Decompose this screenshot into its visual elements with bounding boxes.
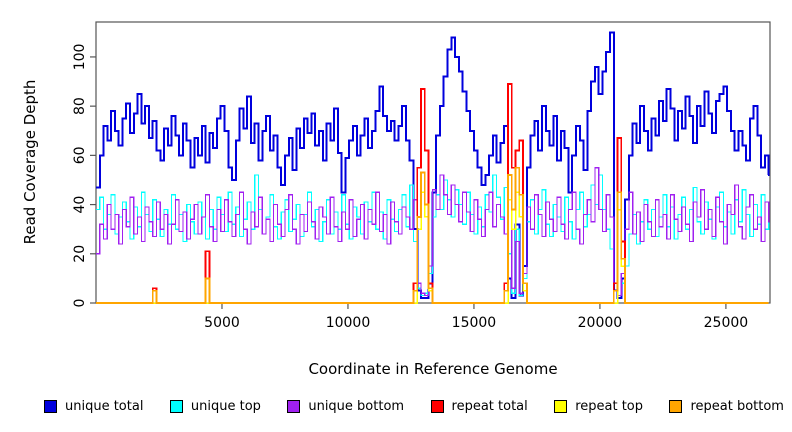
legend-item-unique-total: unique total <box>44 399 143 414</box>
y-tick-label: 80 <box>72 97 88 115</box>
x-axis-label: Coordinate in Reference Genome <box>308 360 558 378</box>
legend-swatch-unique-bottom-icon <box>287 400 301 413</box>
legend-swatch-repeat-total-icon <box>430 400 444 413</box>
legend-label-repeat-total: repeat total <box>451 399 528 414</box>
legend-label-unique-bottom: unique bottom <box>308 399 405 414</box>
legend-item-unique-bottom: unique bottom <box>287 399 404 414</box>
legend-swatch-unique-top-icon <box>169 400 183 413</box>
legend-label-repeat-top: repeat top <box>575 399 643 414</box>
legend-item-repeat-total: repeat total <box>430 399 528 414</box>
x-tick-label: 15000 <box>452 315 497 331</box>
y-tick-label: 60 <box>72 146 88 164</box>
legend-label-unique-total: unique total <box>65 399 144 414</box>
y-tick-label: 0 <box>72 299 88 308</box>
x-tick-label: 10000 <box>326 315 371 331</box>
legend-item-repeat-bottom: repeat bottom <box>669 399 784 414</box>
legend-swatch-repeat-bottom-icon <box>669 400 683 413</box>
legend-label-repeat-bottom: repeat bottom <box>690 399 784 414</box>
x-tick-label: 5000 <box>204 315 240 331</box>
x-tick-label: 20000 <box>578 315 623 331</box>
y-axis-label: Read Coverage Depth <box>21 79 39 245</box>
series-repeat-bottom <box>96 166 769 304</box>
legend-label-unique-top: unique top <box>190 399 261 414</box>
y-tick-label: 100 <box>72 44 88 71</box>
series-unique-bottom <box>96 167 770 297</box>
y-tick-label: 20 <box>72 245 88 263</box>
y-tick-label: 40 <box>72 196 88 214</box>
x-tick-label: 25000 <box>704 315 749 331</box>
legend-item-repeat-top: repeat top <box>554 399 643 414</box>
legend: unique total unique top unique bottom re… <box>44 399 784 414</box>
legend-swatch-repeat-top-icon <box>554 400 568 413</box>
legend-swatch-unique-total-icon <box>44 400 57 413</box>
legend-item-unique-top: unique top <box>169 399 261 414</box>
